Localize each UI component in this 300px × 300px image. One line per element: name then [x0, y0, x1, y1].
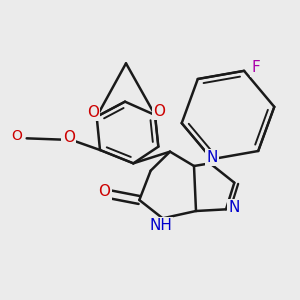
Text: O: O [11, 129, 22, 143]
Text: O: O [63, 130, 75, 146]
Text: O: O [87, 105, 99, 120]
Text: N: N [228, 200, 240, 215]
Text: O: O [98, 184, 110, 200]
Text: NH: NH [149, 218, 172, 233]
Text: N: N [206, 150, 218, 165]
Text: F: F [252, 60, 260, 75]
Text: O: O [153, 103, 165, 118]
